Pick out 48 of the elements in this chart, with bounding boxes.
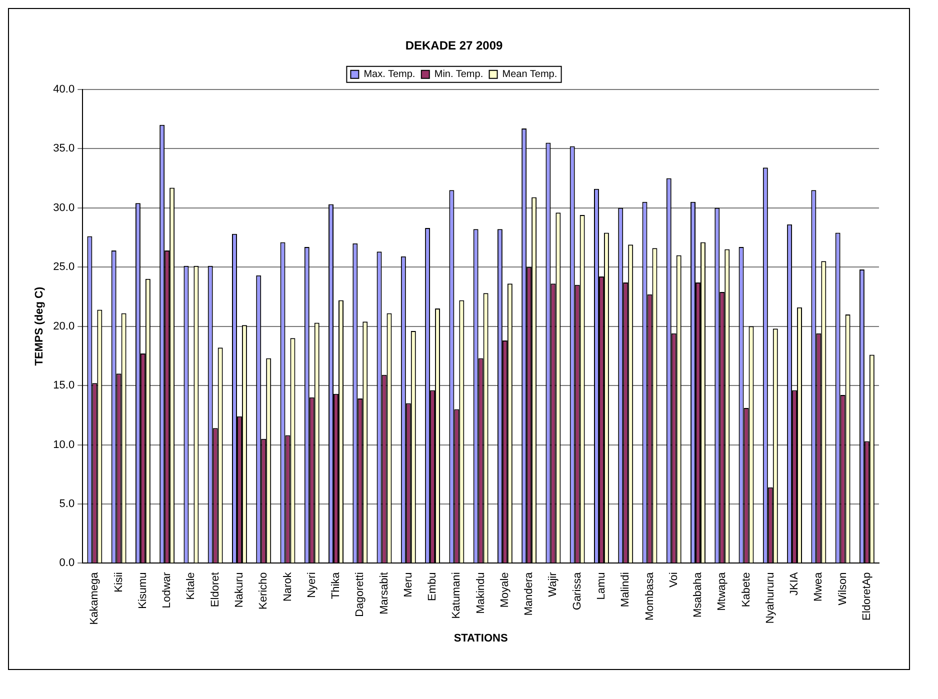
- y-tick-label: 0.0: [59, 557, 75, 570]
- x-tick-label: Kisumu: [136, 572, 149, 609]
- x-tick-label: EldoretAp: [860, 572, 873, 621]
- x-tick-label: Kericho: [258, 572, 270, 610]
- x-tick-label: Kabete: [740, 572, 752, 608]
- y-axis-title: TEMPS (deg C): [34, 286, 46, 366]
- y-tick-label: 20.0: [53, 320, 75, 332]
- y-tick-label: 35.0: [53, 142, 75, 155]
- x-tick-label: Dagoretti: [354, 572, 366, 617]
- x-tick-label: Nakuru: [234, 572, 246, 608]
- x-tick-label: Voi: [668, 572, 680, 588]
- y-tick-label: 15.0: [53, 380, 75, 392]
- x-tick-label: Mtwapa: [716, 571, 728, 611]
- x-tick-label: Lodwar: [161, 572, 174, 608]
- x-tick-label: Msabaha: [692, 571, 704, 618]
- x-tick-label: Garissa: [571, 571, 584, 610]
- x-tick-label: Kitale: [185, 572, 198, 600]
- x-tick-label: Nyeri: [306, 572, 318, 598]
- y-tick-label: 5.0: [59, 498, 75, 510]
- x-tick-label: Katumani: [450, 572, 463, 619]
- y-tick-label: 30.0: [53, 202, 75, 214]
- y-tick-label: 10.0: [53, 438, 75, 451]
- x-tick-label: Mwea: [812, 571, 825, 602]
- x-tick-label: Thika: [330, 571, 342, 600]
- x-tick-label: Embu: [426, 572, 439, 601]
- chart-title: DEKADE 27 2009: [405, 38, 504, 53]
- x-axis-title: STATIONS: [454, 632, 508, 644]
- x-tick-label: Marsabit: [378, 572, 390, 614]
- x-tick-label: Mombasa: [644, 571, 656, 621]
- x-tick-label: Narok: [282, 572, 294, 602]
- x-tick-label: Kakamega: [88, 571, 101, 625]
- x-tick-label: JKIA: [788, 572, 801, 596]
- x-tick-label: Wajir: [547, 572, 560, 597]
- x-tick-label: Eldoret: [209, 572, 222, 608]
- y-tick-label: 25.0: [53, 261, 75, 274]
- x-tick-label: Lamu: [596, 572, 608, 600]
- legend-label: Max. Temp.: [364, 69, 416, 80]
- y-tick-label: 40.0: [53, 83, 75, 96]
- x-tick-label: Kisii: [112, 572, 125, 592]
- x-tick-label: Mandera: [523, 571, 536, 616]
- legend-label: Min. Temp.: [434, 69, 484, 80]
- x-tick-label: Nyahururu: [764, 572, 776, 624]
- x-tick-label: Makindu: [474, 572, 487, 614]
- x-tick-label: Meru: [402, 572, 414, 598]
- x-tick-label: Wilson: [836, 572, 849, 606]
- legend-label: Mean Temp.: [502, 69, 558, 80]
- x-tick-label: Malindi: [620, 572, 632, 608]
- x-tick-label: Moyale: [498, 572, 511, 608]
